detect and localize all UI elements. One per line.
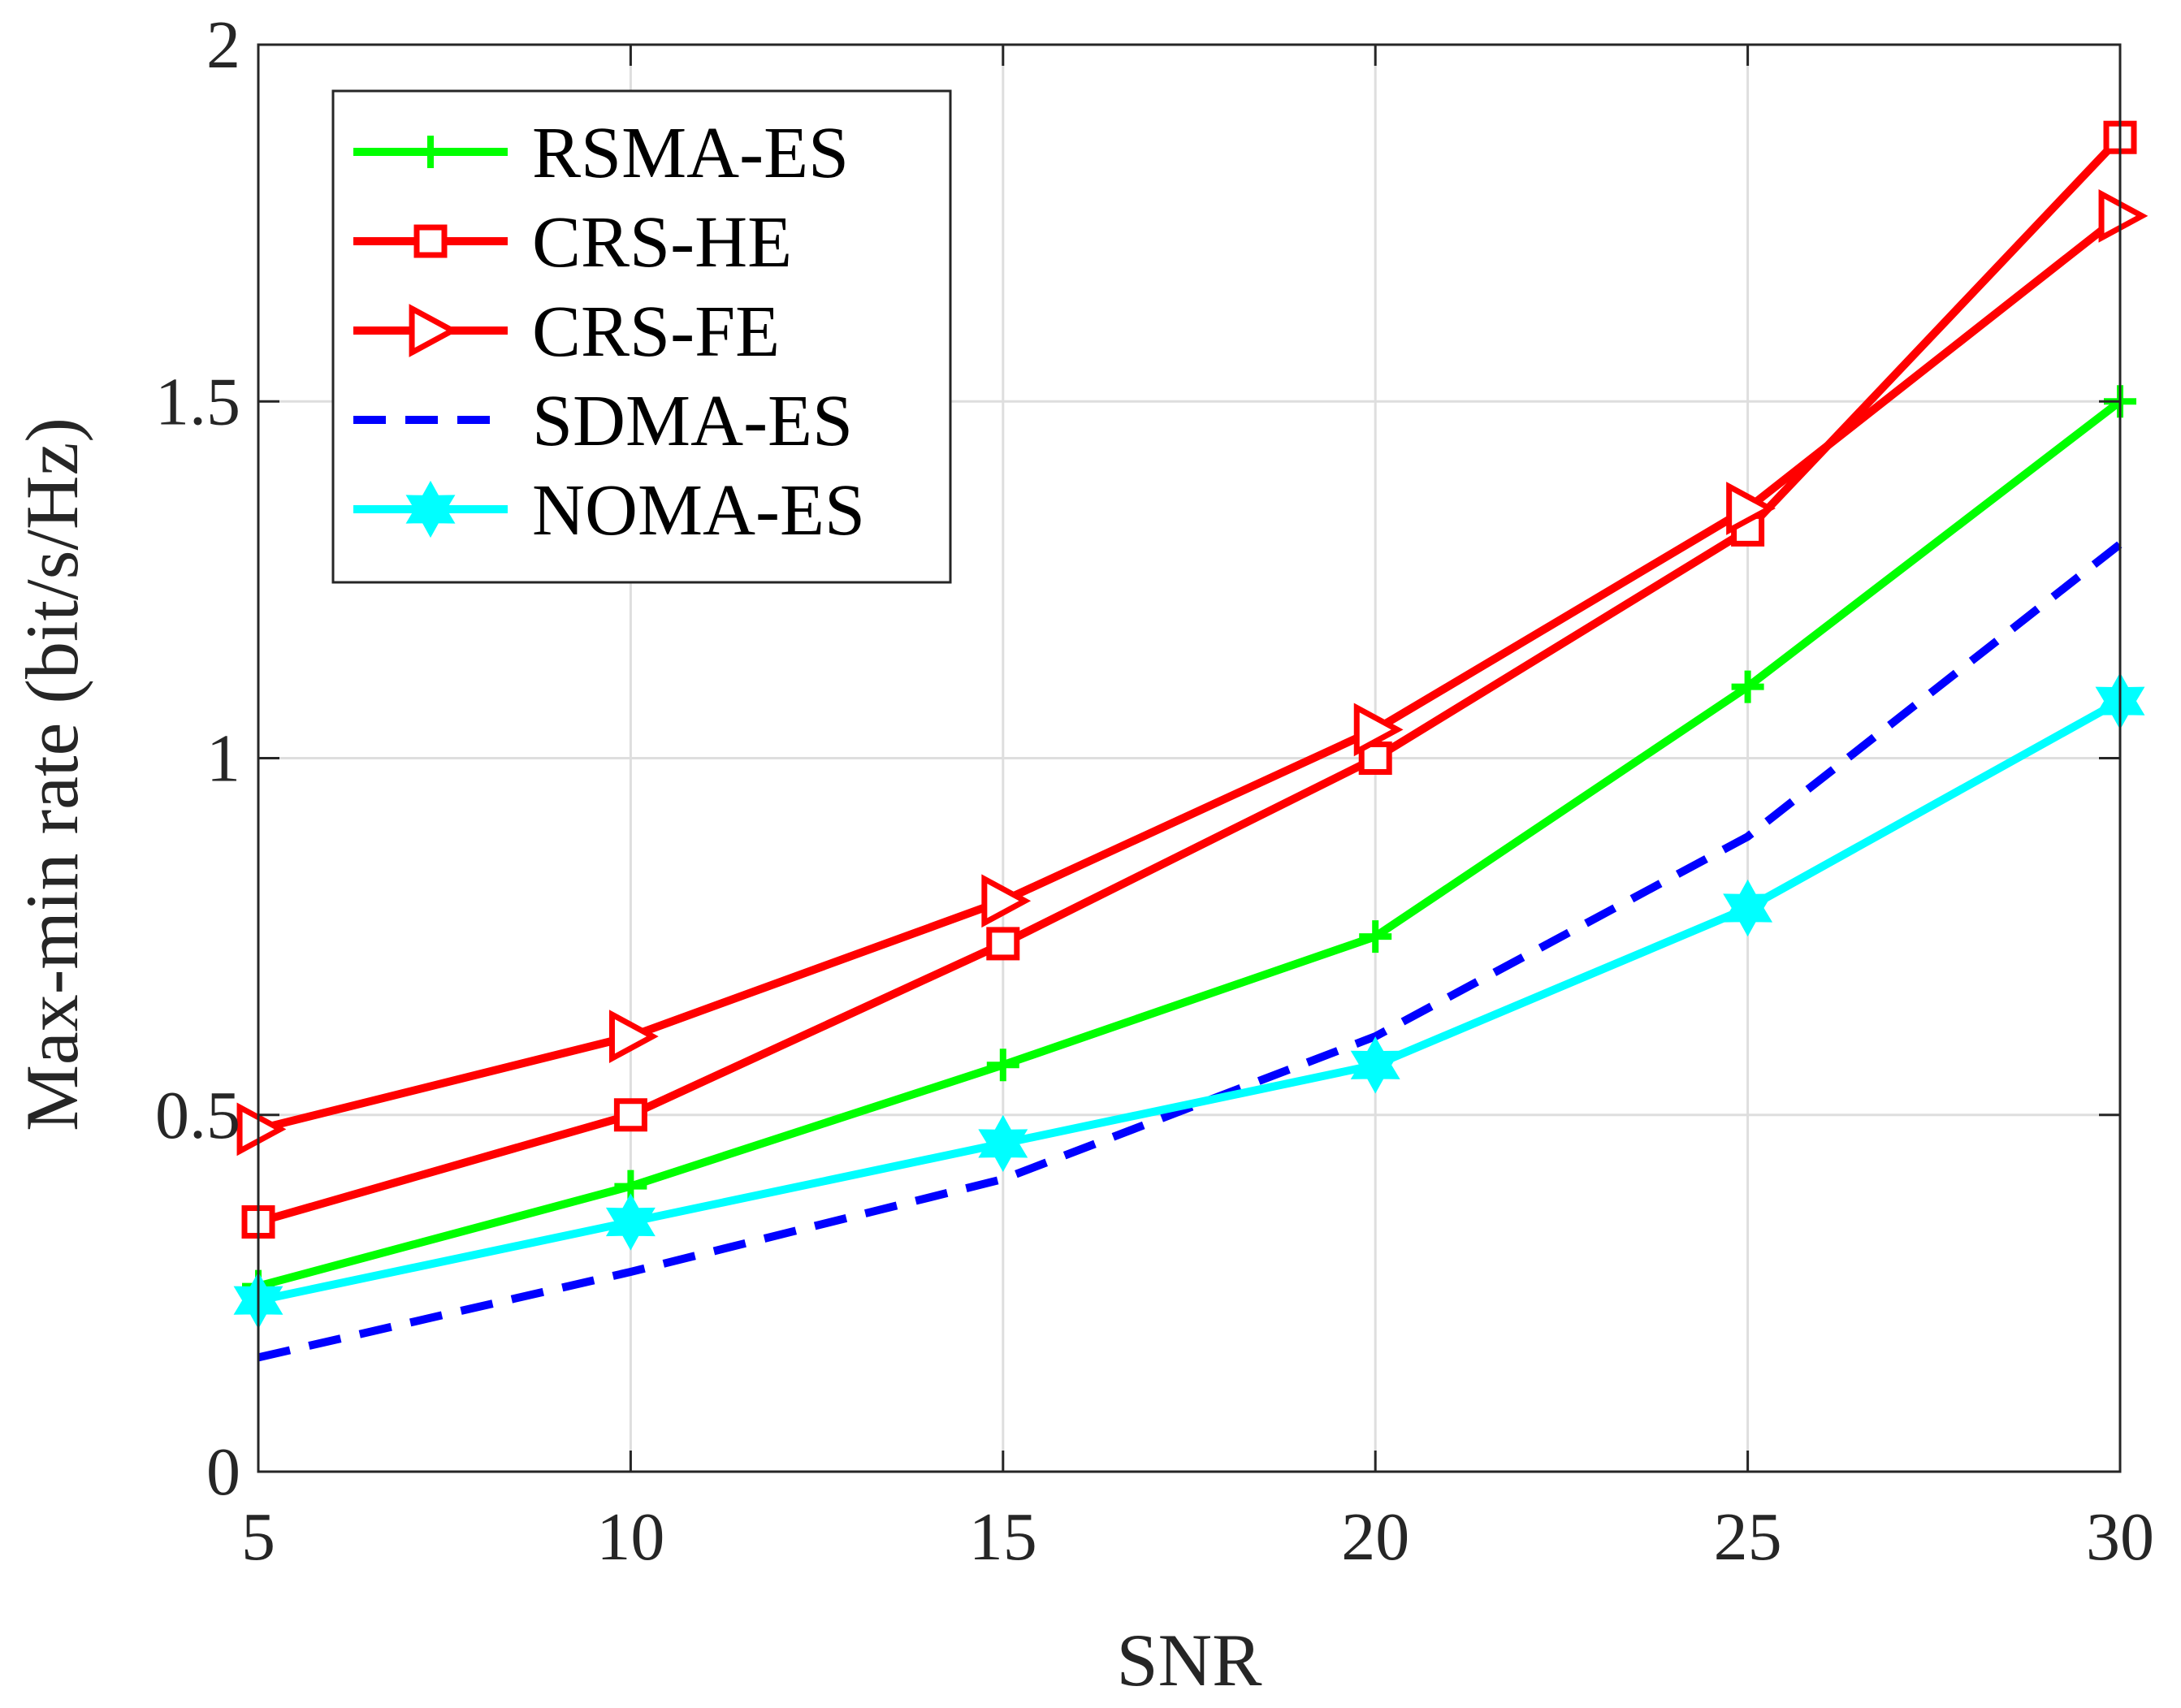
legend: RSMA-ES CRS-HE CRS-FE SDMA-ES NOMA-ES: [331, 89, 952, 584]
data-point-crs-fe: [608, 1010, 659, 1063]
legend-marker-noma-es: [405, 480, 456, 538]
data-point-rsma-es: [986, 1049, 1019, 1082]
data-point-crs-fe: [981, 874, 1032, 928]
series-rsma-es: [242, 385, 2136, 1303]
legend-marker-crs-he: [413, 224, 448, 258]
x-tick-label: 25: [1714, 1499, 1782, 1575]
series-line-noma-es: [257, 697, 2123, 1305]
x-tick-label: 15: [969, 1499, 1037, 1575]
y-tick-label: 0.5: [155, 1078, 240, 1153]
x-tick-label: 20: [1341, 1499, 1409, 1575]
data-point-rsma-es: [1731, 670, 1764, 703]
legend-item-rsma-es: RSMA-ES: [353, 113, 849, 193]
legend-item-crs-fe: CRS-FE: [353, 292, 780, 372]
series-crs-fe: [236, 188, 2149, 1157]
legend-label-crs-he: CRS-HE: [532, 202, 792, 283]
x-tick-label: 5: [241, 1499, 275, 1575]
series-line-rsma-es: [257, 398, 2123, 1291]
x-tick-label: 10: [596, 1499, 664, 1575]
data-point-crs-he: [986, 927, 1020, 961]
legend-label-sdma-es: SDMA-ES: [532, 381, 853, 461]
x-tick-label: 30: [2086, 1499, 2154, 1575]
x-axis-label: SNR: [1117, 1619, 1263, 1702]
y-tick-label: 2: [206, 7, 240, 83]
legend-item-noma-es: NOMA-ES: [353, 470, 865, 551]
y-tick-label: 1: [206, 721, 240, 797]
legend-marker-rsma-es: [414, 136, 447, 168]
legend-marker-crs-fe: [409, 304, 459, 357]
legend-item-crs-he: CRS-HE: [353, 202, 792, 283]
data-point-noma-es: [978, 1114, 1028, 1173]
legend-item-sdma-es: SDMA-ES: [353, 381, 853, 461]
ticks: 5 10 15 20 25 30 0 0.5 1 1.5 2: [155, 7, 2154, 1575]
data-point-crs-fe: [2098, 188, 2149, 243]
legend-label-rsma-es: RSMA-ES: [532, 113, 849, 193]
y-axis-label: Max-min rate (bit/s/Hz): [11, 417, 93, 1131]
y-tick-label: 0: [206, 1434, 240, 1510]
legend-label-crs-fe: CRS-FE: [532, 292, 780, 372]
data-point-rsma-es: [1359, 920, 1392, 953]
series-line-crs-fe: [257, 212, 2123, 1134]
data-point-crs-fe: [1726, 482, 1776, 535]
data-point-noma-es: [605, 1193, 656, 1251]
y-tick-label: 1.5: [155, 364, 240, 439]
data-point-crs-fe: [1353, 703, 1404, 757]
data-point-crs-he: [613, 1098, 647, 1132]
legend-label-noma-es: NOMA-ES: [532, 470, 865, 551]
data-point-noma-es: [1350, 1036, 1400, 1094]
data-point-crs-fe: [236, 1102, 287, 1157]
data-point-noma-es: [1723, 879, 1773, 937]
